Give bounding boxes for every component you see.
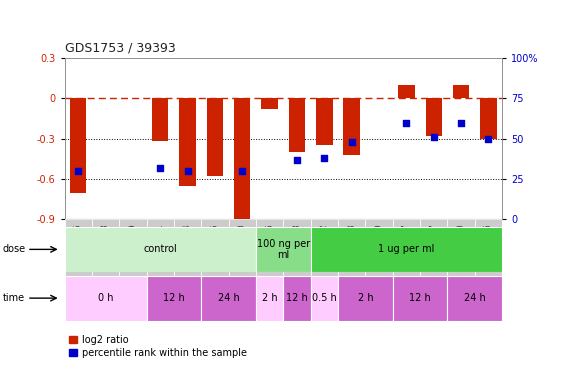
Bar: [398, 85, 415, 99]
Bar: [256, 219, 283, 294]
Text: 1 ug per ml: 1 ug per ml: [378, 244, 435, 254]
Point: [347, 139, 356, 145]
Text: control: control: [144, 244, 177, 254]
Bar: [393, 276, 448, 321]
Point: [429, 134, 438, 140]
Bar: [65, 227, 256, 272]
Bar: [311, 227, 502, 272]
Text: 12 h: 12 h: [286, 293, 308, 303]
Text: 2 h: 2 h: [262, 293, 278, 303]
Bar: [425, 99, 442, 136]
Text: GSM93647: GSM93647: [402, 223, 411, 265]
Bar: [70, 99, 86, 192]
Point: [402, 120, 411, 126]
Text: GSM93646: GSM93646: [265, 223, 274, 265]
Point: [238, 168, 247, 174]
Bar: [448, 219, 475, 294]
Bar: [393, 219, 420, 294]
Text: 24 h: 24 h: [464, 293, 486, 303]
Text: GSM93648: GSM93648: [292, 223, 301, 265]
Text: GSM93638: GSM93638: [101, 223, 110, 265]
Bar: [146, 276, 201, 321]
Text: 2 h: 2 h: [357, 293, 373, 303]
Point: [156, 165, 165, 171]
Text: 100 ng per
ml: 100 ng per ml: [257, 238, 310, 260]
Text: GSM93650: GSM93650: [238, 223, 247, 265]
Bar: [338, 219, 365, 294]
Text: GSM93639: GSM93639: [375, 223, 384, 265]
Point: [484, 136, 493, 142]
Text: GSM93644: GSM93644: [183, 223, 192, 265]
Text: GSM93640: GSM93640: [457, 223, 466, 265]
Bar: [365, 219, 393, 294]
Text: GSM93636: GSM93636: [484, 223, 493, 265]
Bar: [289, 99, 305, 152]
Point: [320, 155, 329, 161]
Bar: [229, 219, 256, 294]
Text: GSM93635: GSM93635: [73, 223, 82, 265]
Point: [183, 168, 192, 174]
Point: [73, 168, 82, 174]
Bar: [92, 219, 119, 294]
Bar: [453, 85, 469, 99]
Bar: [146, 219, 174, 294]
Bar: [201, 276, 256, 321]
Bar: [343, 99, 360, 155]
Point: [457, 120, 466, 126]
Bar: [261, 99, 278, 109]
Bar: [206, 99, 223, 176]
Text: GSM93649: GSM93649: [128, 223, 137, 265]
Text: GSM93637: GSM93637: [429, 223, 438, 265]
Bar: [65, 219, 92, 294]
Bar: [201, 219, 229, 294]
Bar: [448, 276, 502, 321]
Text: dose: dose: [3, 244, 26, 254]
Bar: [234, 99, 250, 222]
Text: GSM93642: GSM93642: [320, 223, 329, 265]
Text: 24 h: 24 h: [218, 293, 240, 303]
Bar: [475, 219, 502, 294]
Bar: [283, 219, 311, 294]
Bar: [316, 99, 333, 146]
Text: time: time: [3, 293, 25, 303]
Bar: [311, 219, 338, 294]
Bar: [119, 219, 146, 294]
Text: GSM93641: GSM93641: [156, 223, 165, 265]
Bar: [256, 276, 283, 321]
Bar: [180, 99, 196, 186]
Bar: [311, 276, 338, 321]
Text: 0.5 h: 0.5 h: [312, 293, 337, 303]
Text: 12 h: 12 h: [163, 293, 185, 303]
Text: GDS1753 / 39393: GDS1753 / 39393: [65, 41, 175, 54]
Text: 12 h: 12 h: [409, 293, 431, 303]
Bar: [65, 276, 146, 321]
Bar: [480, 99, 496, 139]
Bar: [283, 276, 311, 321]
Text: GSM93645: GSM93645: [210, 223, 219, 265]
Bar: [152, 99, 168, 141]
Bar: [338, 276, 393, 321]
Bar: [256, 227, 311, 272]
Point: [292, 157, 301, 163]
Text: 0 h: 0 h: [98, 293, 113, 303]
Bar: [174, 219, 201, 294]
Legend: log2 ratio, percentile rank within the sample: log2 ratio, percentile rank within the s…: [70, 335, 247, 358]
Bar: [420, 219, 448, 294]
Text: GSM93643: GSM93643: [347, 223, 356, 265]
